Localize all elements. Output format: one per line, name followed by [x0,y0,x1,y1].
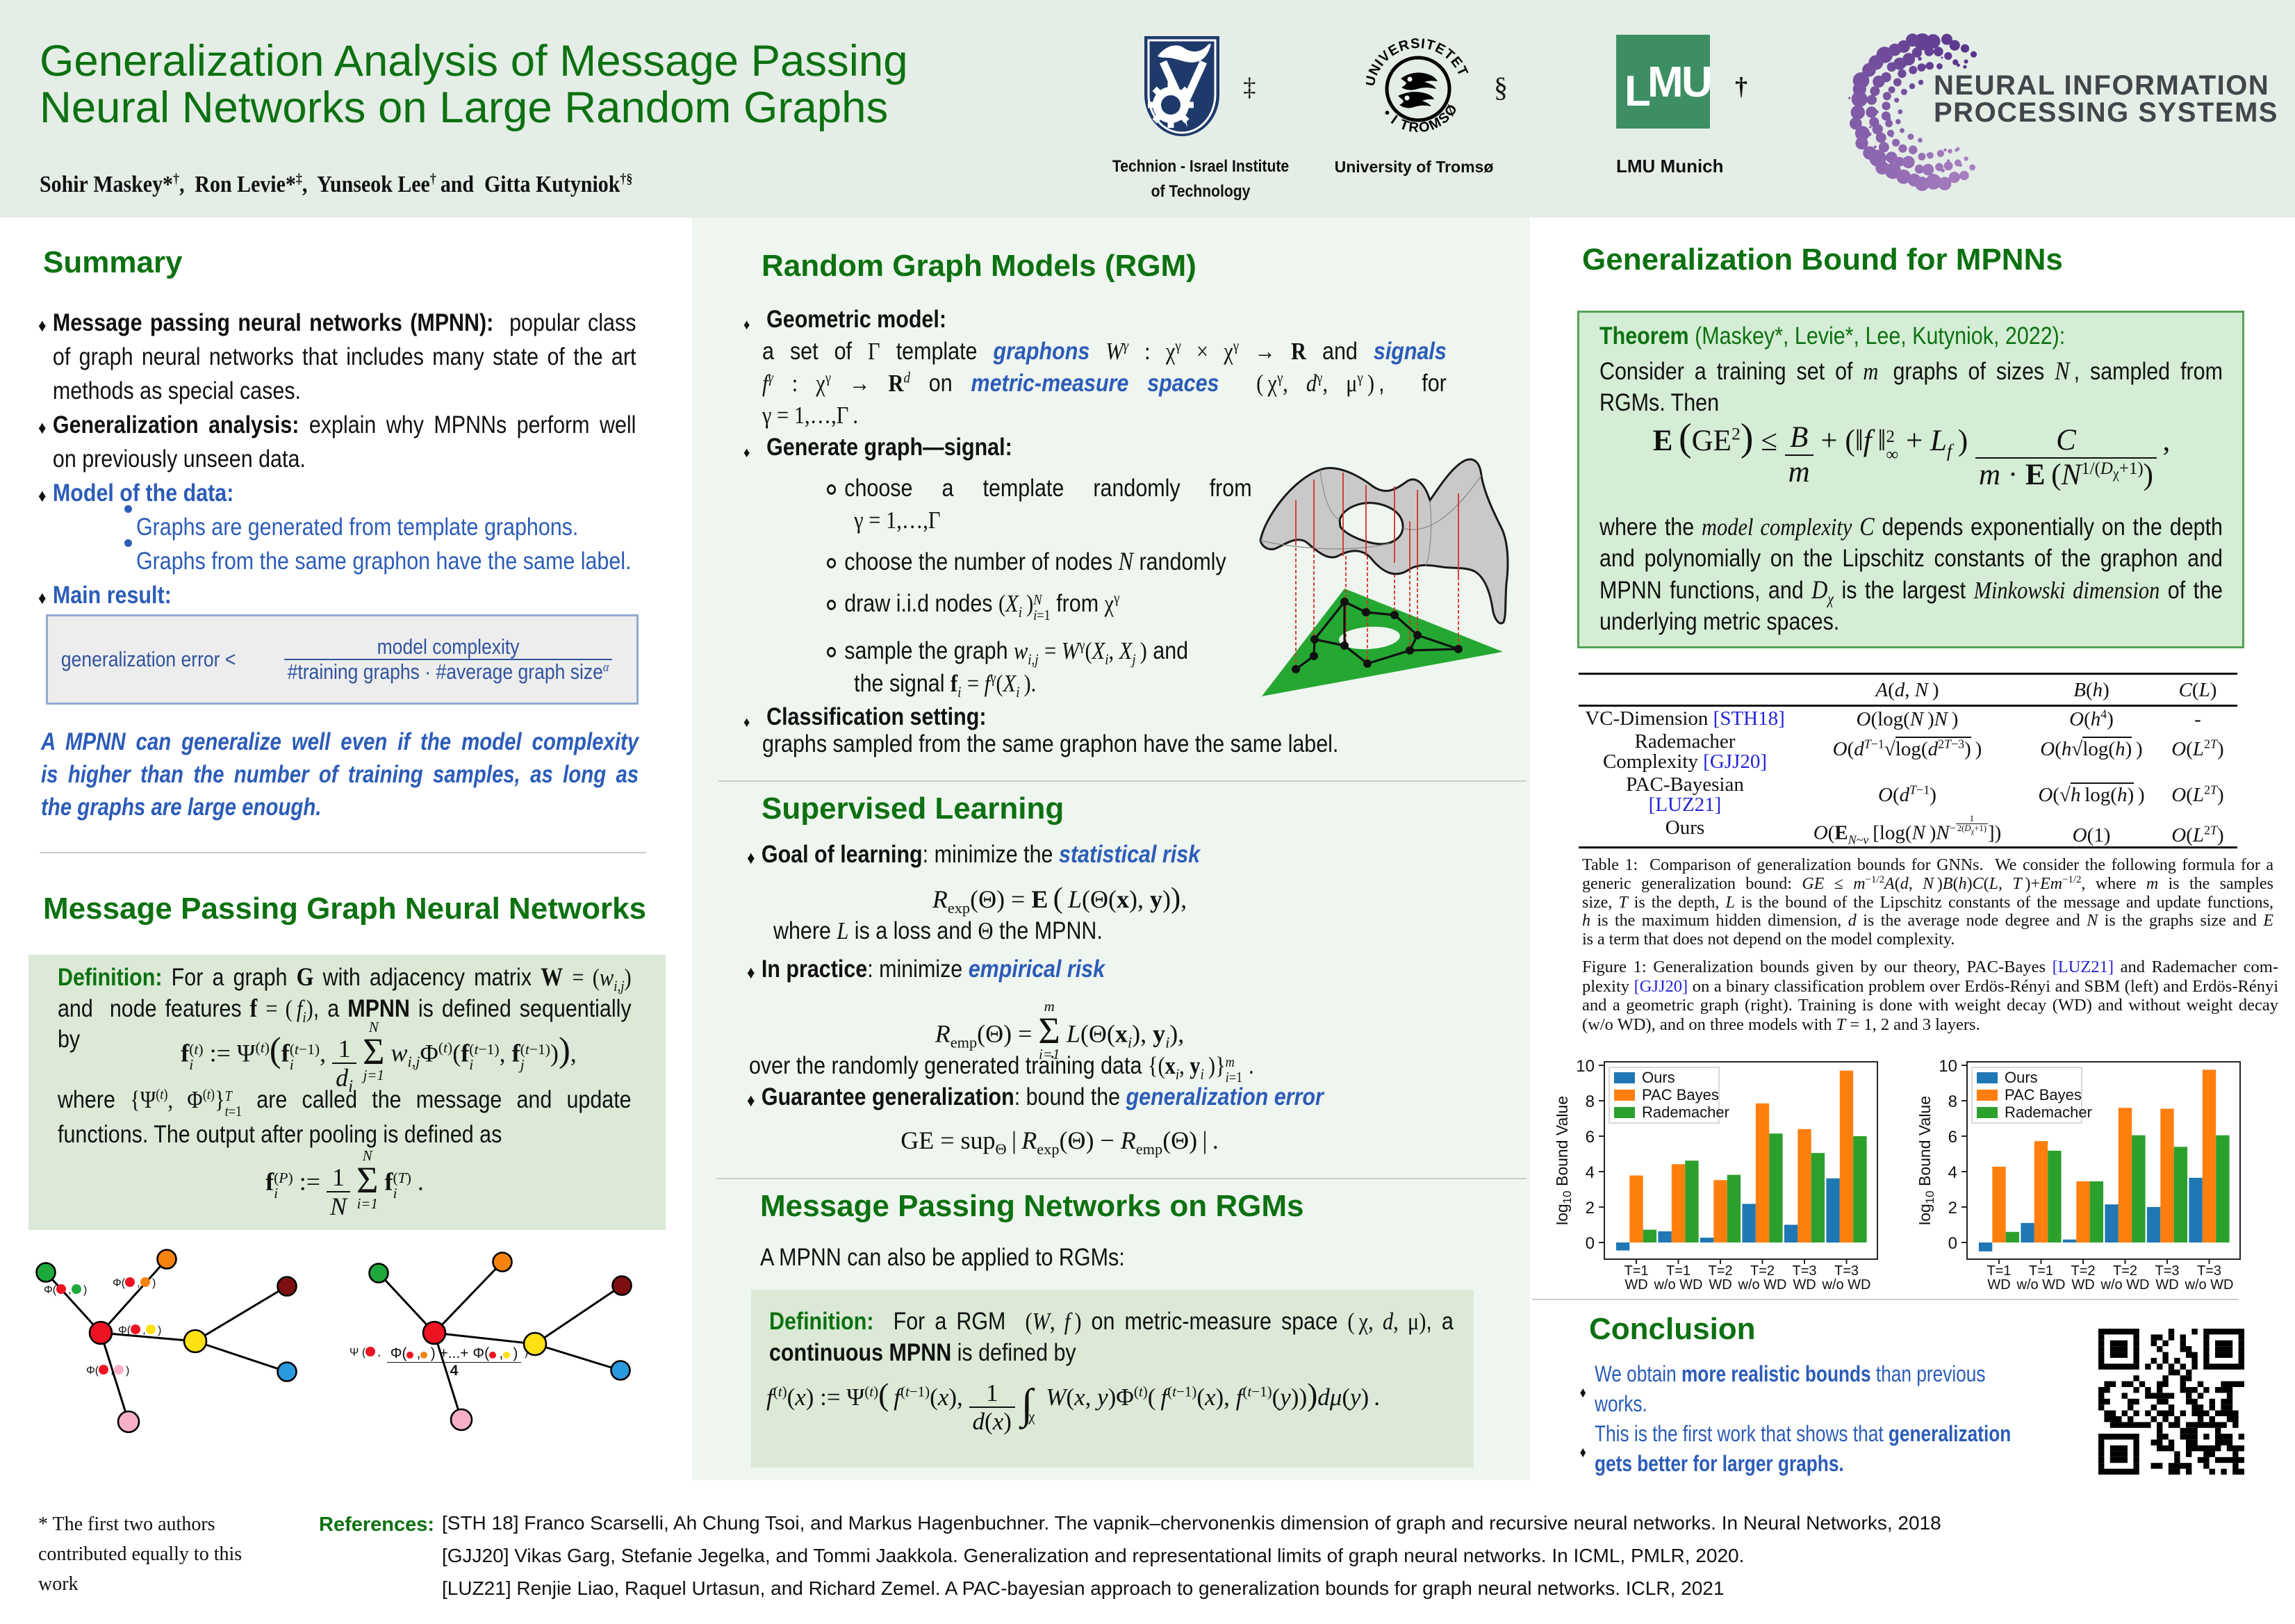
svg-text:T=1: T=1 [1666,1263,1691,1279]
svg-text:Rademacher: Rademacher [1642,1104,1729,1121]
svg-text:T=2: T=2 [2071,1263,2095,1279]
svg-text:0: 0 [1586,1234,1595,1253]
svg-text:10: 10 [1939,1057,1957,1076]
svg-text:log10 Bound Value: log10 Bound Value [1556,1096,1574,1225]
svg-text:T=2: T=2 [1708,1263,1732,1279]
svg-text:Ours: Ours [1642,1069,1675,1086]
svg-text:log10 Bound Value: log10 Bound Value [1919,1096,1936,1225]
svg-text:8: 8 [1948,1092,1957,1111]
svg-text:0: 0 [1948,1234,1957,1253]
svg-text:T=2: T=2 [2113,1263,2137,1279]
svg-text:WD: WD [1987,1277,2010,1293]
svg-text:WD: WD [1624,1277,1647,1293]
svg-text:PAC Bayes: PAC Bayes [1642,1086,1719,1104]
svg-text:PAC Bayes: PAC Bayes [2005,1086,2082,1104]
svg-text:WD: WD [2155,1277,2178,1293]
svg-text:w/o WD: w/o WD [1738,1277,1787,1293]
svg-text:WD: WD [1709,1277,1731,1293]
svg-text:WD: WD [2071,1277,2094,1293]
svg-text:T=3: T=3 [2155,1263,2179,1279]
svg-text:w/o WD: w/o WD [2185,1277,2234,1293]
svg-text:w/o WD: w/o WD [2016,1277,2066,1293]
svg-text:T=1: T=1 [1624,1263,1648,1279]
svg-text:w/o WD: w/o WD [1654,1277,1703,1293]
svg-text:2: 2 [1948,1199,1957,1217]
svg-text:10: 10 [1576,1057,1595,1076]
svg-text:w/o WD: w/o WD [2100,1277,2150,1293]
svg-text:Ours: Ours [2005,1069,2038,1086]
svg-text:6: 6 [1948,1128,1957,1147]
svg-text:WD: WD [1793,1277,1816,1293]
svg-text:6: 6 [1586,1128,1595,1147]
svg-text:w/o WD: w/o WD [1822,1277,1871,1293]
svg-text:T=1: T=1 [1986,1263,2011,1279]
svg-text:T=1: T=1 [2029,1263,2053,1279]
svg-text:4: 4 [1586,1163,1595,1182]
svg-text:2: 2 [1586,1199,1595,1217]
svg-text:Rademacher: Rademacher [2005,1104,2092,1121]
svg-text:8: 8 [1586,1092,1595,1111]
svg-text:T=2: T=2 [1750,1263,1775,1279]
svg-text:T=3: T=3 [1792,1263,1816,1279]
svg-text:T=3: T=3 [1834,1263,1859,1279]
svg-text:T=3: T=3 [2197,1263,2221,1279]
svg-text:4: 4 [1948,1163,1957,1182]
